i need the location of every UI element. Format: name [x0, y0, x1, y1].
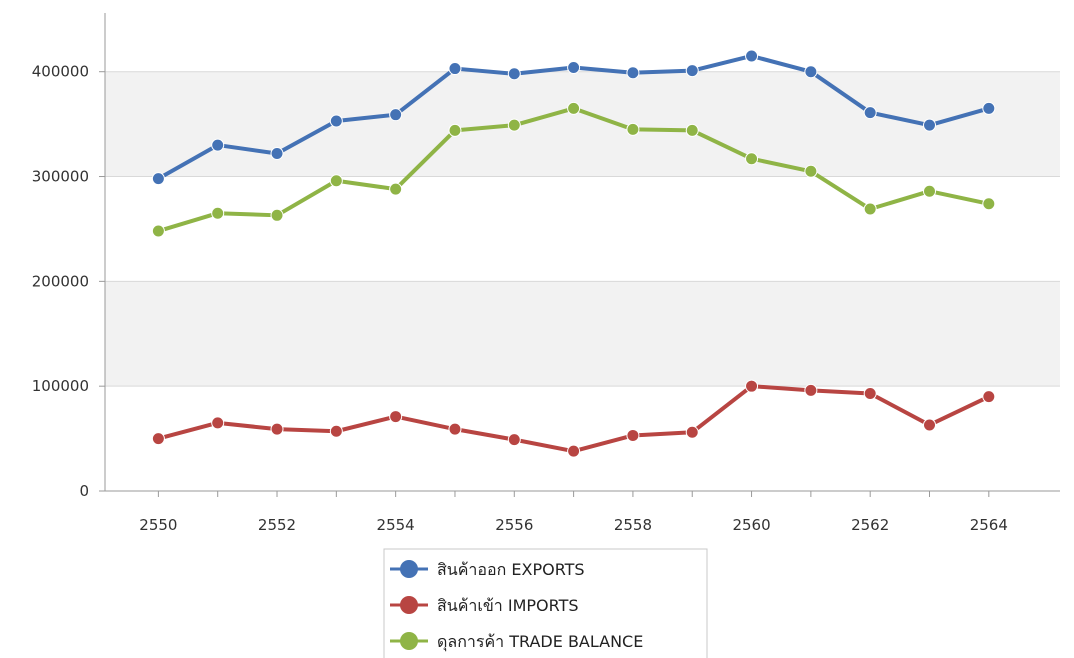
y-tick-label: 100000 [32, 377, 89, 395]
x-tick-label: 2556 [495, 516, 533, 534]
data-point[interactable] [685, 425, 699, 439]
data-point[interactable] [211, 206, 225, 220]
data-point[interactable] [982, 101, 996, 115]
x-tick-label: 2552 [258, 516, 296, 534]
data-point[interactable] [745, 152, 759, 166]
data-point[interactable] [507, 433, 521, 447]
data-point[interactable] [329, 174, 343, 188]
x-tick-label: 2560 [732, 516, 770, 534]
data-point[interactable] [982, 197, 996, 211]
axes [104, 13, 1060, 492]
data-point[interactable] [507, 67, 521, 81]
series-1 [151, 379, 996, 458]
y-tick-label: 400000 [32, 63, 89, 81]
grid-lines [105, 71, 1060, 387]
data-point[interactable] [270, 422, 284, 436]
y-tick-label: 0 [79, 482, 89, 500]
data-point[interactable] [863, 202, 877, 216]
legend-label[interactable]: สินค้าเข้า IMPORTS [437, 596, 579, 615]
data-point[interactable] [745, 379, 759, 393]
x-tick-label: 2558 [614, 516, 652, 534]
grid-bands [105, 71, 1060, 387]
x-tick-label: 2562 [851, 516, 889, 534]
data-point[interactable] [567, 61, 581, 75]
series-0 [151, 49, 996, 186]
legend-label[interactable]: สินค้าออก EXPORTS [437, 560, 585, 579]
legend-marker[interactable] [400, 560, 418, 578]
data-point[interactable] [270, 208, 284, 222]
data-point[interactable] [211, 138, 225, 152]
legend-box [383, 548, 708, 658]
data-point[interactable] [626, 428, 640, 442]
data-point[interactable] [685, 64, 699, 78]
y-tick-label: 200000 [32, 272, 89, 290]
data-point[interactable] [389, 108, 403, 122]
data-point[interactable] [448, 422, 462, 436]
legend[interactable]: สินค้าออก EXPORTS สินค้าเข้า IMPORTS ดุลกา… [383, 548, 708, 658]
y-axis-ticks: 0 100000 200000 300000 400000 [32, 63, 105, 500]
x-tick-label: 2554 [377, 516, 415, 534]
data-point[interactable] [389, 410, 403, 424]
y-tick-label: 300000 [32, 168, 89, 186]
data-point[interactable] [745, 49, 759, 63]
data-point[interactable] [804, 164, 818, 178]
data-point[interactable] [211, 416, 225, 430]
data-point[interactable] [448, 62, 462, 76]
data-point[interactable] [389, 182, 403, 196]
grid-band [105, 281, 1060, 387]
data-point[interactable] [151, 172, 165, 186]
data-point[interactable] [923, 184, 937, 198]
data-point[interactable] [626, 122, 640, 136]
data-point[interactable] [982, 390, 996, 404]
data-point[interactable] [804, 383, 818, 397]
data-point[interactable] [151, 432, 165, 446]
legend-marker[interactable] [400, 596, 418, 614]
data-point[interactable] [507, 118, 521, 132]
data-point[interactable] [863, 106, 877, 120]
series-group [151, 49, 996, 458]
data-point[interactable] [863, 387, 877, 401]
x-tick-label: 2564 [970, 516, 1008, 534]
data-point[interactable] [270, 146, 284, 160]
data-point[interactable] [448, 123, 462, 137]
data-point[interactable] [923, 118, 937, 132]
data-point[interactable] [626, 66, 640, 80]
data-point[interactable] [151, 224, 165, 238]
data-point[interactable] [329, 424, 343, 438]
data-point[interactable] [329, 114, 343, 128]
data-point[interactable] [685, 123, 699, 137]
data-point[interactable] [923, 418, 937, 432]
legend-label[interactable]: ดุลการค้า TRADE BALANCE [437, 632, 643, 652]
data-point[interactable] [567, 101, 581, 115]
legend-marker[interactable] [400, 632, 418, 650]
data-point[interactable] [804, 65, 818, 79]
grid-band [105, 71, 1060, 177]
x-axis-ticks: 2550 2552 2554 2556 2558 2560 2562 2564 [139, 491, 1008, 534]
data-point[interactable] [567, 444, 581, 458]
x-tick-label: 2550 [139, 516, 177, 534]
series-2 [151, 101, 996, 238]
